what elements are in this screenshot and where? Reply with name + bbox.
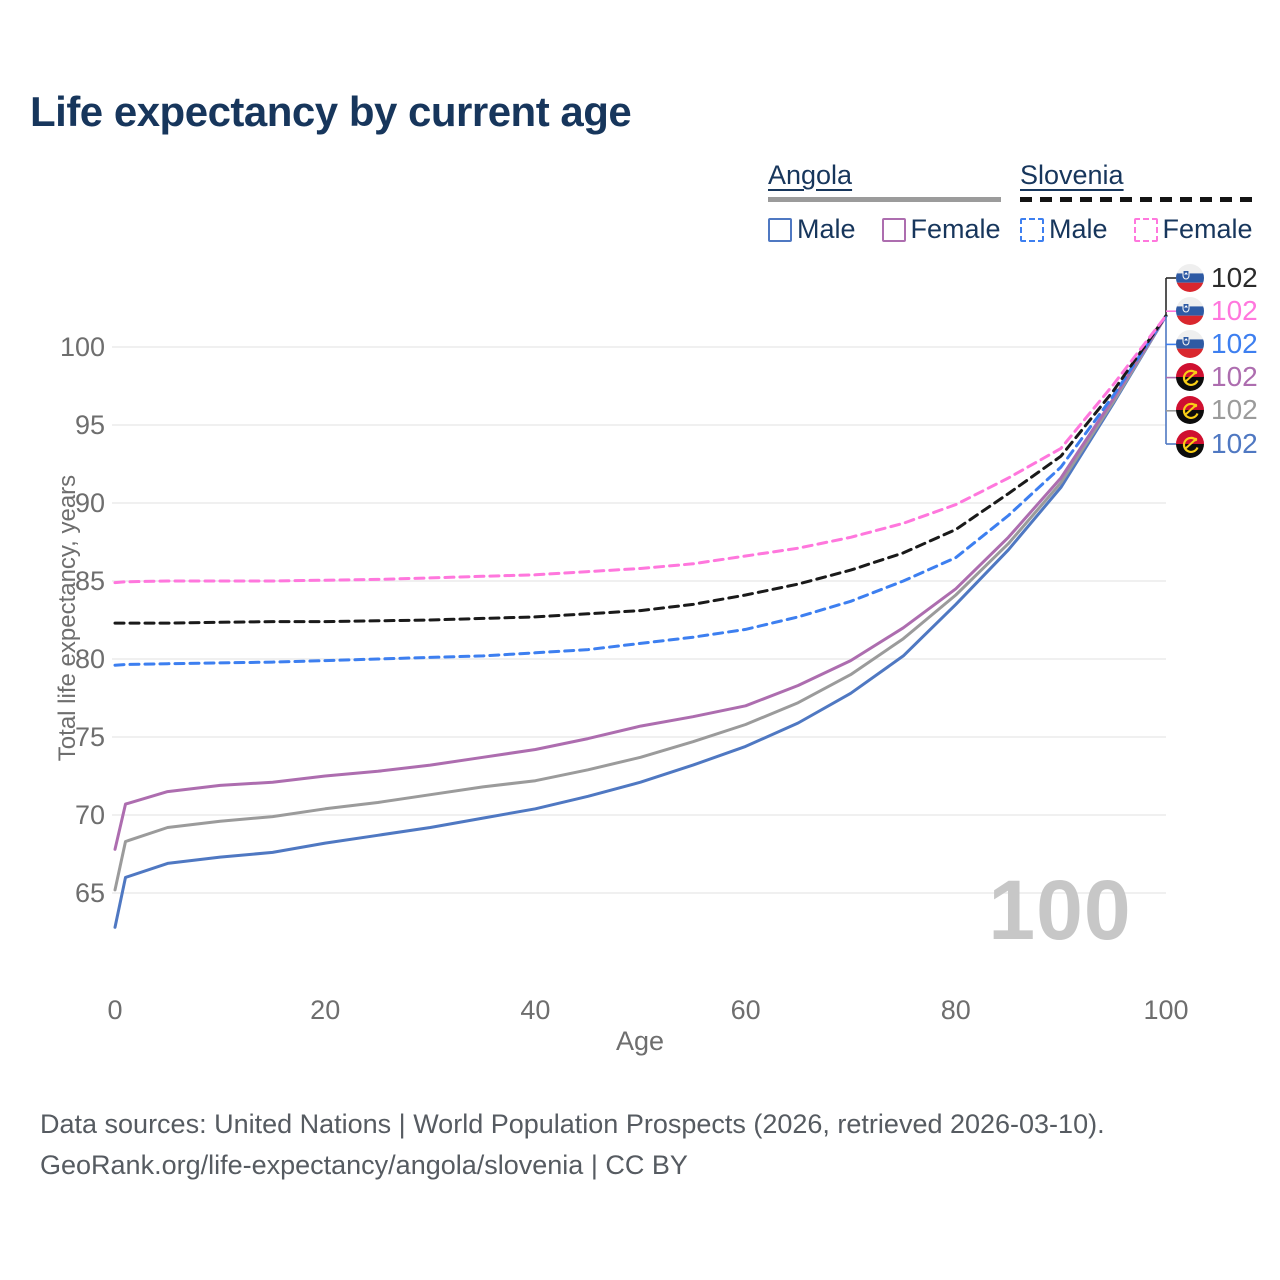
- y-tick-label: 75: [75, 722, 105, 752]
- legend-swatch-icon: [1133, 217, 1158, 242]
- x-tick-label: 80: [941, 995, 971, 1025]
- series-line-slovenia-female: [113, 314, 1168, 585]
- x-tick-label: 60: [731, 995, 761, 1025]
- end-label-row: 102: [1176, 327, 1258, 360]
- legend-item-label: Male: [1049, 214, 1108, 244]
- y-axis-tick-labels: 65 70 75 80 85 90 95 100: [60, 332, 105, 908]
- age-counter-watermark: 100: [988, 863, 1132, 957]
- legend-item-label: Male: [797, 214, 856, 244]
- end-label-value: 102: [1211, 394, 1258, 426]
- page-title: Life expectancy by current age: [30, 88, 632, 135]
- end-label-row: 102: [1176, 294, 1258, 327]
- end-label-value: 102: [1211, 294, 1258, 326]
- series-line-angola-male: [113, 314, 1168, 929]
- x-tick-label: 20: [310, 995, 340, 1025]
- legend-country-angola[interactable]: Angola: [768, 160, 853, 190]
- footer: Data sources: United Nations | World Pop…: [40, 1104, 1105, 1186]
- x-tick-label: 0: [107, 995, 122, 1025]
- legend-item-label: Female: [910, 214, 1001, 244]
- y-axis-title: Total life expectancy, years: [54, 474, 81, 762]
- y-tick-label: 70: [75, 800, 105, 830]
- y-tick-label: 80: [75, 644, 105, 674]
- y-tick-label: 65: [75, 878, 105, 908]
- gridlines: [112, 346, 1166, 894]
- y-tick-label: 100: [60, 332, 105, 362]
- y-tick-label: 95: [75, 410, 105, 440]
- series-line-angola-female: [113, 314, 1168, 851]
- legend-group-slovenia: Slovenia Male Female: [1020, 160, 1253, 245]
- legend-country-slovenia[interactable]: Slovenia: [1020, 160, 1124, 190]
- legend-item-slovenia-male[interactable]: Male: [1020, 214, 1108, 245]
- legend-group-angola: Angola Male Female: [768, 160, 1001, 245]
- series-line-angola-total: [113, 314, 1168, 892]
- legend-item-slovenia-female[interactable]: Female: [1133, 214, 1253, 245]
- x-tick-label: 40: [520, 995, 550, 1025]
- legend-swatch-icon: [881, 217, 906, 242]
- legend-item-angola-male[interactable]: Male: [768, 214, 856, 245]
- x-axis-title: Age: [615, 1026, 665, 1056]
- slovenia-flag-icon: [1176, 329, 1204, 358]
- end-label-row: 102: [1176, 261, 1258, 294]
- end-label-value: 102: [1211, 427, 1258, 459]
- series-end-labels: 102 102 102 102 102 102: [1176, 261, 1258, 460]
- angola-flag-icon: [1176, 429, 1204, 458]
- end-label-value: 102: [1211, 261, 1258, 293]
- end-label-row: 102: [1176, 394, 1258, 427]
- end-label-row: 102: [1176, 361, 1258, 394]
- x-tick-label: 100: [1143, 995, 1188, 1025]
- series-lines: [113, 314, 1168, 929]
- slovenia-flag-icon: [1176, 263, 1204, 292]
- slovenia-flag-icon: [1176, 296, 1204, 325]
- legend-swatch-icon: [1020, 217, 1044, 242]
- y-tick-label: 90: [75, 488, 105, 518]
- series-line-slovenia-total: [113, 314, 1168, 625]
- end-label-row: 102: [1176, 427, 1258, 460]
- slovenia-line-style-sample: [1020, 197, 1253, 202]
- series-line-slovenia-male: [113, 314, 1168, 667]
- end-label-value: 102: [1211, 327, 1258, 359]
- x-axis-tick-labels: 0 20 40 60 80 100: [107, 995, 1188, 1025]
- angola-line-style-sample: [768, 197, 1001, 202]
- end-label-value: 102: [1211, 361, 1258, 393]
- angola-flag-icon: [1176, 363, 1204, 392]
- legend-item-angola-female[interactable]: Female: [881, 214, 1001, 245]
- angola-flag-icon: [1176, 396, 1204, 425]
- y-tick-label: 85: [75, 566, 105, 596]
- attribution-line: GeoRank.org/life-expectancy/angola/slove…: [40, 1150, 688, 1180]
- leader-lines: [1165, 277, 1176, 445]
- legend-item-label: Female: [1162, 214, 1253, 244]
- legend-swatch-icon: [768, 217, 792, 242]
- data-sources-line: Data sources: United Nations | World Pop…: [40, 1109, 1105, 1139]
